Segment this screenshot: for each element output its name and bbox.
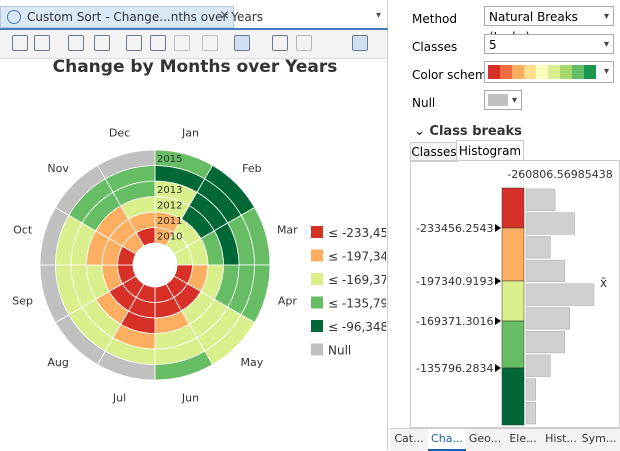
legend-swatch (311, 344, 323, 356)
class-color-segment (502, 188, 524, 228)
break-label: -233456.254390 (416, 222, 507, 235)
legend-swatch (311, 320, 323, 332)
legend-swatch (311, 273, 323, 285)
histogram-bar (526, 260, 565, 282)
mean-label: x̄ (600, 276, 607, 290)
month-label: Jun (181, 391, 199, 404)
month-label: Aug (47, 356, 68, 369)
histogram-bar (526, 236, 550, 258)
legend-swatch (311, 226, 323, 238)
class-color-segment (502, 321, 524, 368)
break-arrow (495, 224, 501, 232)
year-label: 2012 (157, 200, 182, 211)
bottom-tab[interactable]: Cat... (390, 429, 428, 451)
histogram-bar (526, 189, 555, 211)
bottom-tab[interactable]: Ele... (504, 429, 542, 451)
month-label: Jul (112, 391, 126, 404)
histogram-bar (526, 284, 594, 306)
month-label: Jan (181, 127, 199, 140)
break-arrow (495, 277, 501, 285)
chart-title: Change by Months over Years (53, 57, 338, 77)
year-label: 2010 (157, 231, 182, 242)
chart: Change by Months over Years Jan Feb Mar Apr… (0, 0, 386, 450)
month-label: Sep (12, 294, 33, 307)
histogram-bar (526, 379, 536, 401)
legend-label: Null (328, 344, 351, 358)
histogram-top-label: -260806.56985438 (507, 168, 612, 181)
histogram-bar (526, 308, 570, 330)
chart-pane: Custom Sort - Change...nths over Years ×… (0, 0, 388, 450)
break-arrow (495, 317, 501, 325)
break-arrow (495, 364, 501, 372)
class-color-segment (502, 228, 524, 281)
legend-label: ≤ -169,371 (328, 273, 386, 287)
legend-swatch (311, 250, 323, 262)
histogram-bar (526, 355, 550, 377)
legend-swatch (311, 297, 323, 309)
legend-label: ≤ -197,341 (328, 250, 386, 264)
break-label: -197340.91938 (416, 275, 500, 288)
year-label: 2013 (157, 185, 182, 196)
month-label: Feb (242, 162, 261, 175)
histogram-bar (526, 402, 536, 424)
break-label: -169371.30164 (416, 315, 500, 328)
month-label: Mar (277, 224, 298, 237)
month-label: Dec (109, 127, 130, 140)
month-label: Apr (278, 294, 298, 307)
month-label: Nov (47, 162, 69, 175)
bottom-tab[interactable]: Cha... (428, 429, 466, 451)
histogram: -260806.56985438 -233456.254390 -197340.9… (390, 0, 620, 450)
symbology-pane: Method Natural Breaks (Jenks) Classes 5 … (390, 0, 620, 450)
year-label: 2011 (157, 216, 182, 227)
legend-label: ≤ -96,348 (328, 320, 386, 334)
legend-label: ≤ -135,796 (328, 297, 386, 311)
break-label: -135796.28340 (416, 362, 500, 375)
bottom-tab[interactable]: Sym... (580, 429, 618, 451)
year-label: 2015 (157, 154, 182, 165)
bottom-tabs: Cat...Cha...Geo...Ele...Hist...Sym... (390, 428, 620, 451)
bottom-tab[interactable]: Geo... (466, 429, 504, 451)
histogram-bar (526, 331, 565, 353)
bottom-tab[interactable]: Hist... (542, 429, 580, 451)
month-label: May (240, 356, 263, 369)
month-label: Oct (13, 224, 33, 237)
class-color-segment (502, 368, 524, 425)
histogram-bar (526, 213, 575, 235)
legend-label: ≤ -233,456 (328, 226, 386, 240)
class-color-segment (502, 281, 524, 321)
